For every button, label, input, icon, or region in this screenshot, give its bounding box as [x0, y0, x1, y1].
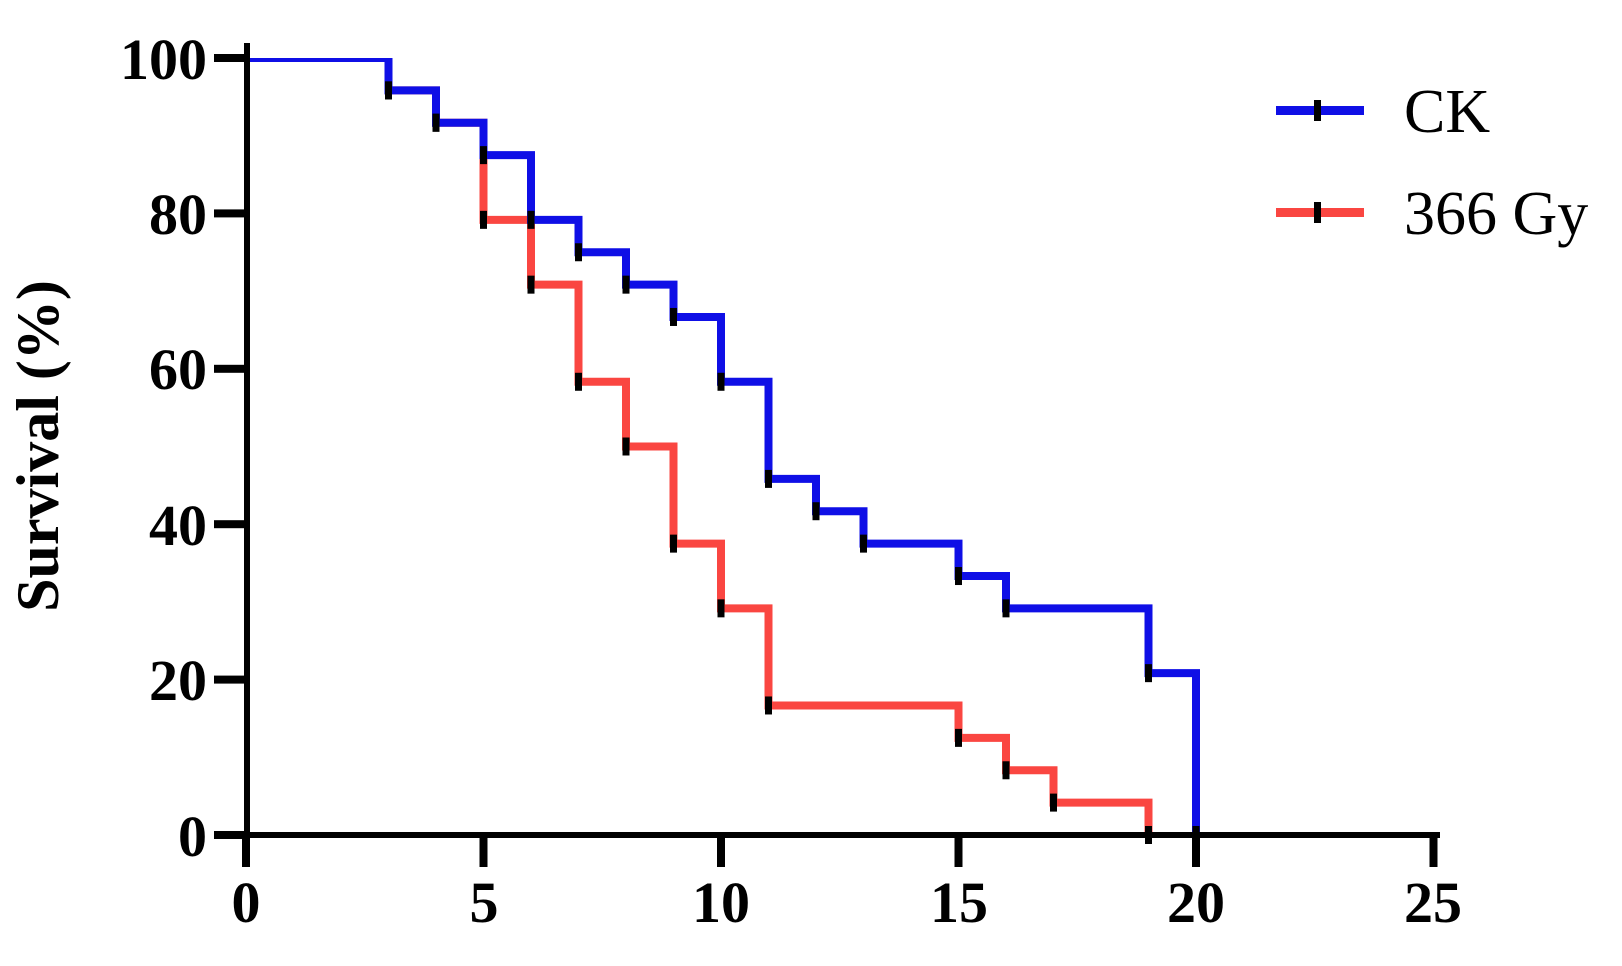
event-marker — [1002, 599, 1010, 618]
event-marker — [670, 534, 677, 553]
event-marker — [812, 502, 820, 521]
y-axis-ticks — [214, 54, 247, 839]
event-marker — [765, 696, 772, 715]
y-tick-label-80: 80 — [149, 182, 207, 247]
y-axis-title: Survival (%) — [5, 280, 71, 612]
event-marker — [480, 146, 487, 165]
y-tick-label-40: 40 — [149, 493, 207, 558]
event-marker — [717, 599, 725, 618]
event-marker — [480, 210, 487, 229]
curve-ck — [246, 58, 1200, 835]
y-tick — [214, 520, 247, 529]
x-tick-label-20: 20 — [1167, 870, 1225, 935]
y-tick — [214, 675, 247, 684]
x-tick-label-15: 15 — [930, 870, 988, 935]
y-tick — [214, 831, 247, 839]
x-tick-label-25: 25 — [1404, 870, 1462, 935]
event-marker — [527, 210, 535, 229]
y-tick — [214, 364, 247, 373]
y-axis-line — [244, 43, 250, 838]
x-tick-label-0: 0 — [232, 870, 261, 935]
event-marker — [527, 275, 535, 294]
y-tick-label-0: 0 — [178, 804, 207, 869]
y-tick — [214, 209, 247, 218]
event-marker — [860, 534, 867, 553]
x-tick — [242, 835, 250, 867]
event-marker — [575, 243, 582, 262]
event-marker — [955, 567, 962, 586]
x-tick-label-10: 10 — [692, 870, 750, 935]
curve-366-gy — [246, 58, 1153, 835]
event-marker — [1002, 761, 1010, 780]
legend-event-dash-366gy — [1314, 202, 1321, 223]
x-tick — [1429, 835, 1438, 867]
legend: CK 366 Gy — [1276, 78, 1588, 248]
curve-layer — [246, 58, 1200, 835]
event-marker — [432, 113, 440, 132]
x-tick — [1192, 835, 1200, 867]
event-marker — [1050, 793, 1057, 812]
x-axis-ticks — [242, 835, 1438, 867]
event-marker — [622, 437, 630, 456]
event-marker — [622, 275, 630, 294]
event-marker — [765, 469, 772, 488]
y-tick-label-60: 60 — [149, 337, 207, 402]
x-tick-label-5: 5 — [470, 870, 499, 935]
event-marker — [955, 728, 962, 747]
legend-label-ck: CK — [1404, 78, 1490, 146]
y-tick-label-100: 100 — [120, 27, 207, 92]
event-marker-layer — [385, 81, 1200, 844]
x-tick — [954, 835, 963, 867]
event-marker — [385, 81, 392, 100]
legend-label-366gy: 366 Gy — [1404, 180, 1588, 248]
event-marker — [1145, 664, 1152, 683]
x-tick — [717, 835, 725, 867]
x-tick — [479, 835, 488, 867]
y-tick-label-20: 20 — [149, 648, 207, 713]
event-marker — [717, 372, 725, 391]
event-marker — [575, 372, 582, 391]
event-marker — [670, 307, 677, 326]
x-axis-line — [214, 832, 1440, 838]
legend-event-dash-ck — [1314, 100, 1321, 121]
y-tick — [214, 54, 247, 62]
